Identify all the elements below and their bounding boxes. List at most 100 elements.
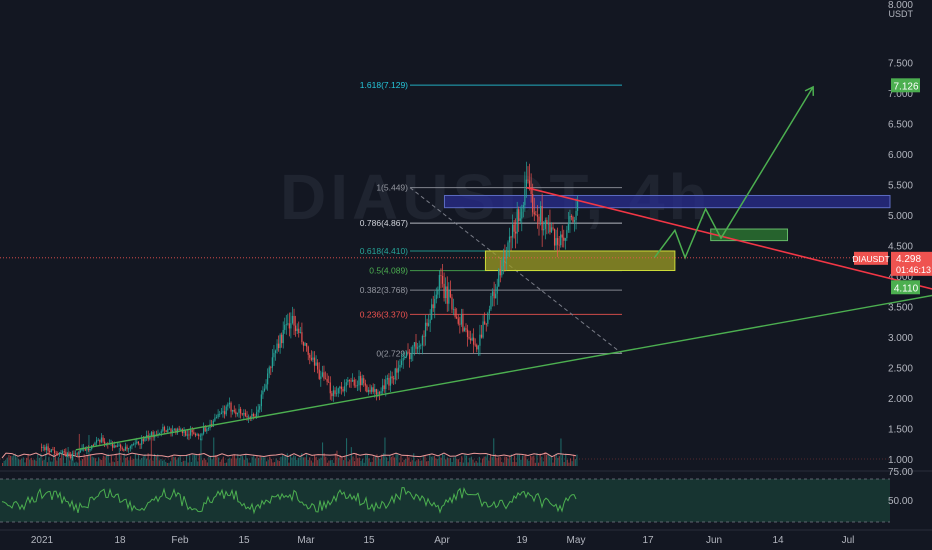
candle-body <box>502 257 504 267</box>
volume-bar <box>440 457 442 466</box>
volume-bar <box>366 454 368 466</box>
volume-bar <box>266 461 268 466</box>
candle-body <box>302 342 305 346</box>
volume-bar <box>149 459 151 466</box>
time-axis-tick: Apr <box>434 535 450 546</box>
candle-body <box>401 360 403 365</box>
volume-bar <box>322 442 324 466</box>
volume-bar <box>75 461 77 466</box>
candle-body <box>159 432 161 434</box>
fib-level-label: 0(2.729) <box>376 349 408 359</box>
volume-bar <box>176 459 178 466</box>
volume-bar <box>515 462 517 466</box>
volume-bar <box>296 459 298 466</box>
volume-bar <box>442 453 444 466</box>
candle-body <box>241 413 243 415</box>
candle-body <box>219 413 221 415</box>
volume-bar <box>133 458 135 466</box>
rsi-axis-tick: 50.00 <box>888 496 913 507</box>
candle-body <box>170 428 172 433</box>
candle-body <box>404 356 406 358</box>
volume-bar <box>429 454 431 466</box>
volume-bar <box>550 455 552 466</box>
candle-body <box>507 242 509 250</box>
volume-bar <box>458 459 460 466</box>
candle-body <box>561 234 563 238</box>
candle-body <box>399 364 401 368</box>
volume-bar <box>510 454 512 466</box>
volume-bar <box>107 453 109 466</box>
volume-bar <box>51 461 53 466</box>
candle-body <box>74 453 77 455</box>
candle-body <box>367 389 370 393</box>
volume-bar <box>282 455 284 466</box>
volume-bar <box>522 455 524 466</box>
candle-body <box>363 378 365 384</box>
volume-bar <box>360 460 362 466</box>
candle-body <box>62 451 64 454</box>
candle-body <box>477 345 479 350</box>
candle-body <box>217 413 219 418</box>
volume-bar <box>112 461 114 466</box>
candle-body <box>244 412 247 417</box>
volume-bar <box>93 457 95 466</box>
candle-body <box>288 323 290 329</box>
candle-body <box>375 389 377 395</box>
candle-body <box>141 438 143 445</box>
resistance-zone-blue <box>443 194 891 209</box>
volume-bar <box>6 457 8 466</box>
candle-body <box>491 291 494 296</box>
candle-body <box>301 332 303 343</box>
volume-bar <box>389 455 391 466</box>
volume-bar <box>182 460 184 466</box>
volume-bar <box>123 453 125 466</box>
candle-body <box>465 328 467 330</box>
volume-bar <box>82 459 84 466</box>
volume-bar <box>197 461 199 466</box>
candle-body <box>471 337 473 341</box>
volume-bar <box>502 462 504 466</box>
volume-bar <box>530 455 532 466</box>
volume-bar <box>69 460 71 466</box>
candle-body <box>306 343 308 347</box>
candle-body <box>136 441 138 444</box>
volume-bar <box>558 456 560 466</box>
volume-bar <box>237 454 239 466</box>
candle-body <box>347 380 349 383</box>
volume-bar <box>256 455 258 466</box>
volume-bar <box>507 458 509 466</box>
volume-bar <box>293 455 295 466</box>
candle-body <box>348 380 351 381</box>
candle-body <box>113 445 115 448</box>
volume-bar <box>477 462 479 466</box>
volume-bar <box>104 456 106 466</box>
volume-bar <box>13 454 15 466</box>
volume-bar <box>18 459 20 466</box>
volume-bar <box>341 456 343 466</box>
candle-body <box>332 390 335 397</box>
price-axis-tick: 1.000 <box>888 455 913 466</box>
candle-body <box>552 227 554 229</box>
price-axis-tick: 2.000 <box>888 394 913 405</box>
candle-body <box>183 430 185 434</box>
fib-level-label: 0.5(4.089) <box>369 266 408 276</box>
volume-bar <box>122 462 124 466</box>
candle-body <box>78 451 80 454</box>
candle-body <box>524 189 526 206</box>
volume-bar <box>312 462 314 466</box>
volume-bar <box>403 459 405 466</box>
level-price-tag <box>891 280 920 295</box>
volume-bar <box>234 454 236 466</box>
current-price-value: 4.298 <box>896 254 921 265</box>
volume-bar <box>288 462 290 466</box>
volume-bar <box>534 462 536 466</box>
volume-bar <box>3 460 5 466</box>
volume-bar <box>38 457 40 466</box>
candle-body <box>374 389 376 392</box>
candle-body <box>563 237 565 241</box>
candle-body <box>313 357 316 366</box>
volume-bar <box>531 456 533 466</box>
volume-bar <box>373 456 375 466</box>
volume-bar <box>344 456 346 466</box>
